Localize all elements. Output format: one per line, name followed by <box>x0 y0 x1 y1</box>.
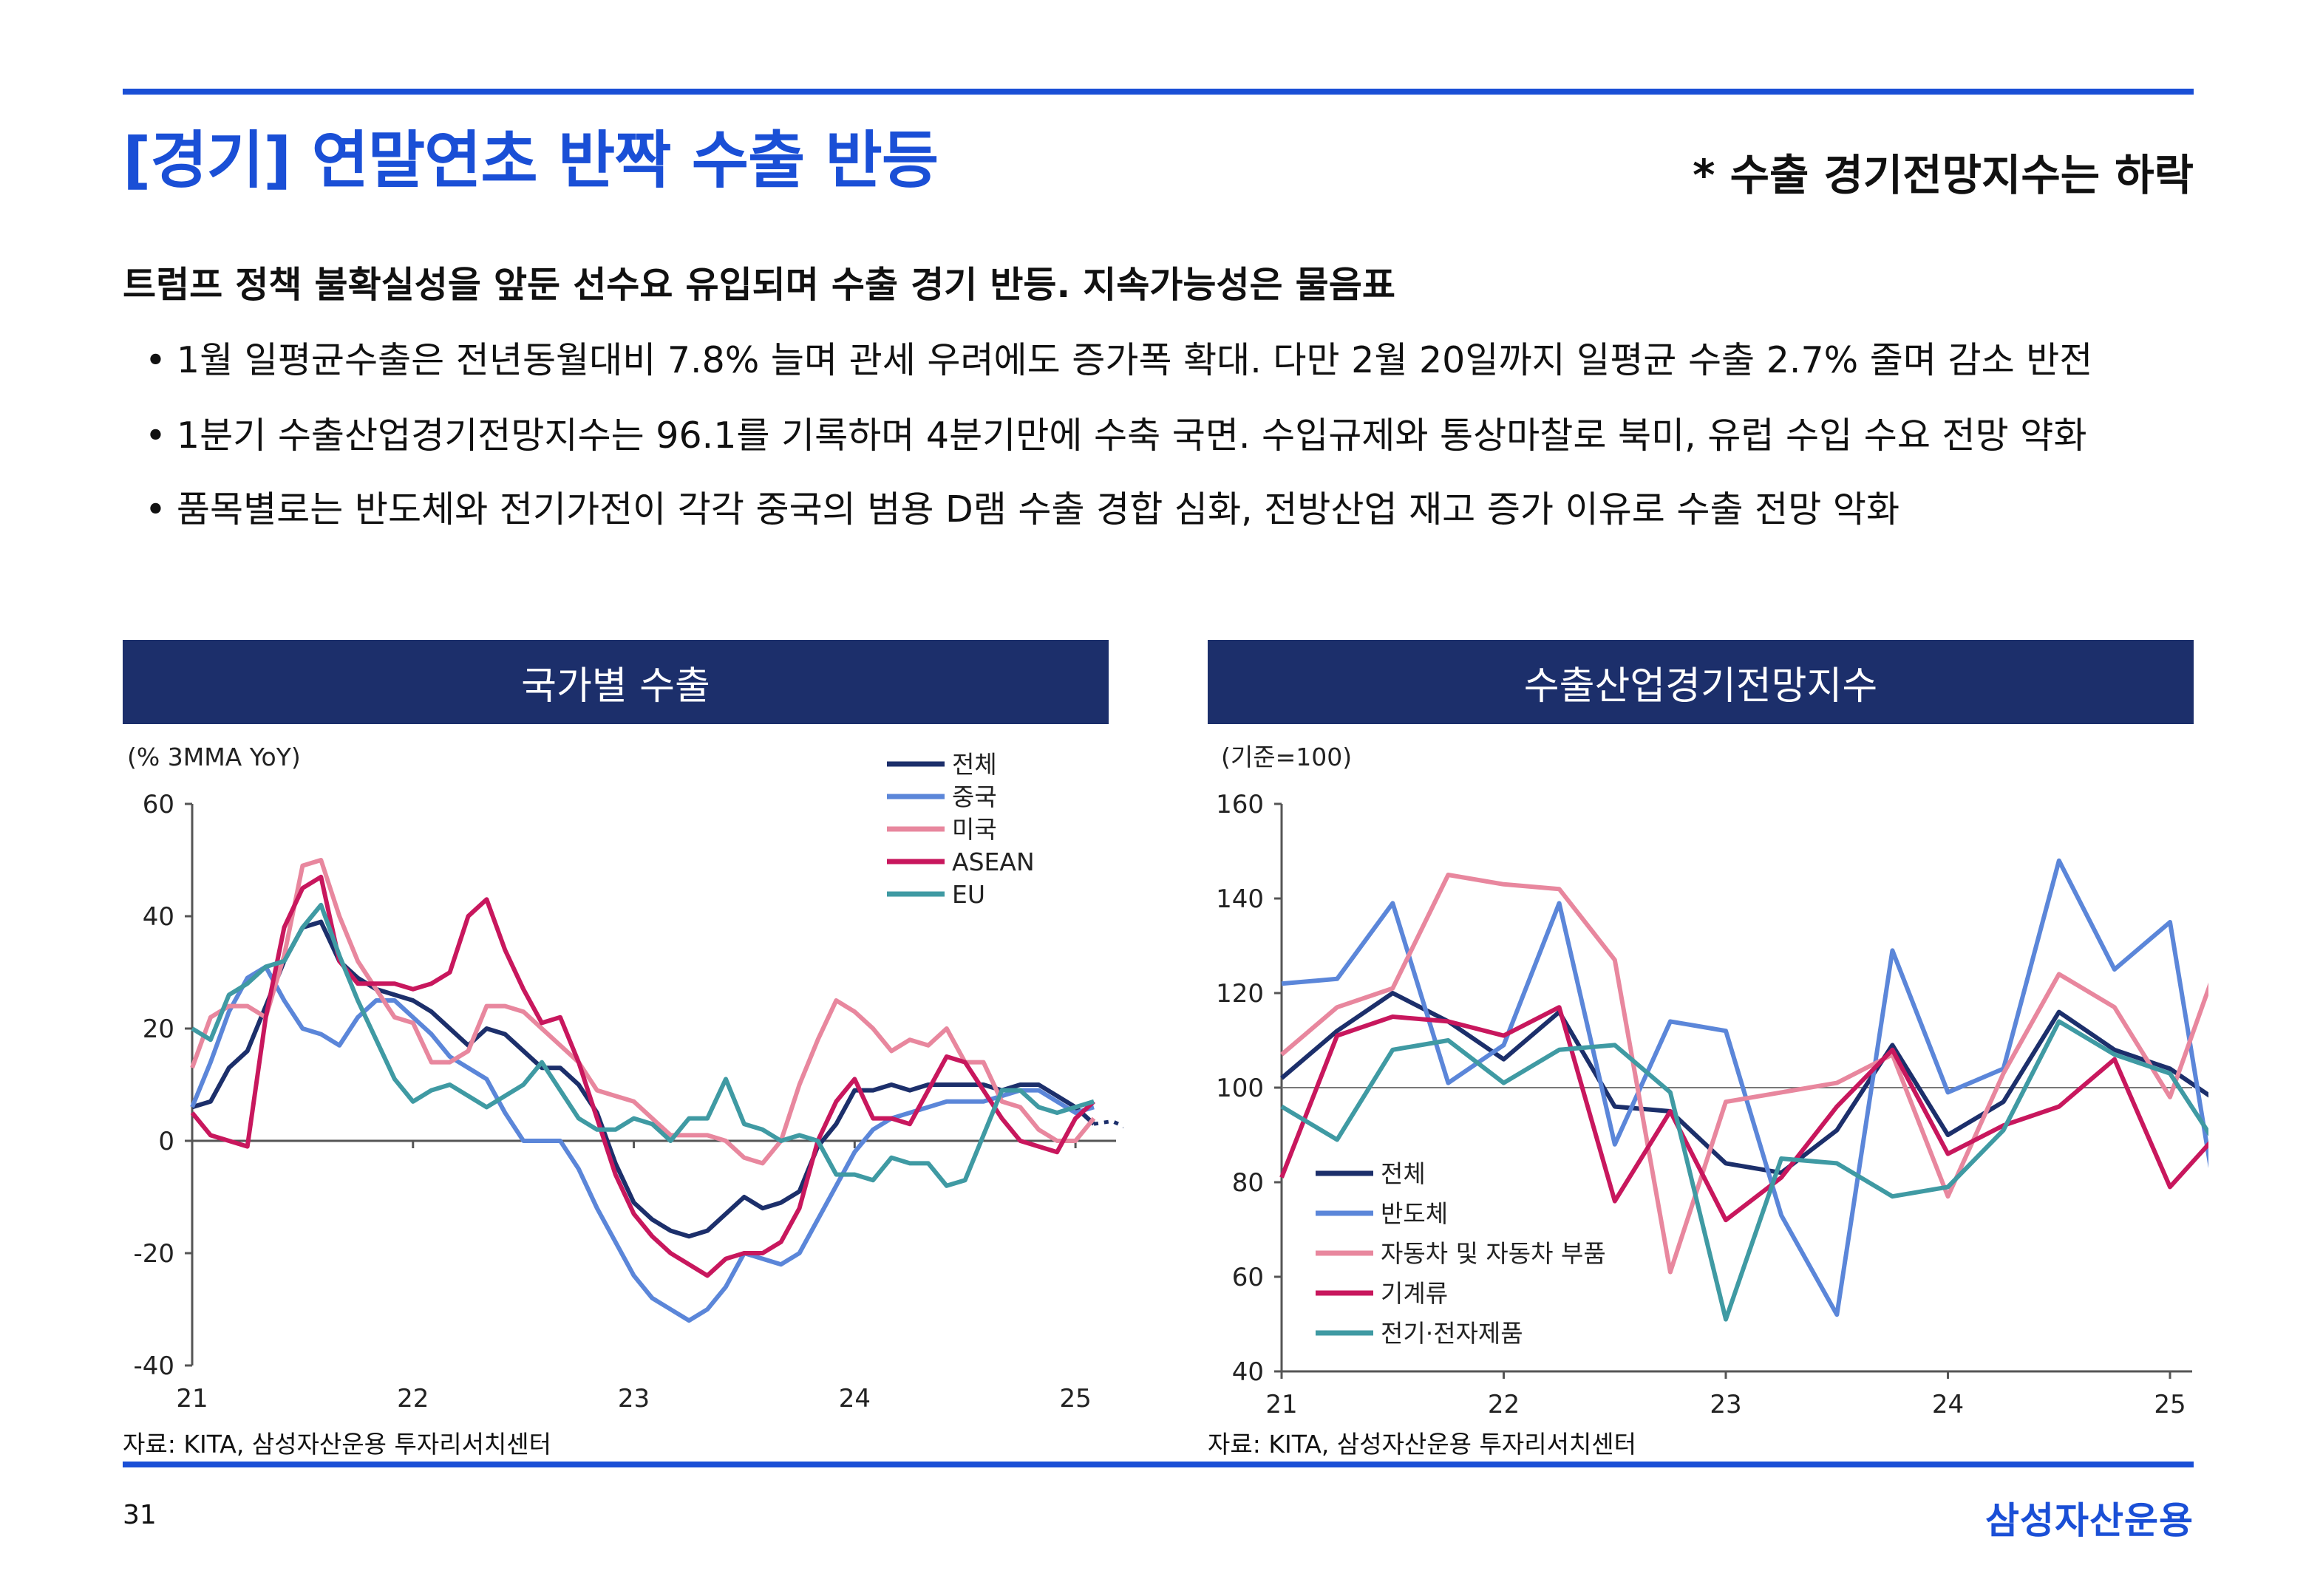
bullet-text: 품목별로는 반도체와 전기가전이 각각 중국의 범용 D램 수출 경합 심화, … <box>176 488 1900 531</box>
y-tick-label: 0 <box>158 1127 174 1156</box>
y-tick-label: 60 <box>143 790 174 819</box>
bullet-item: • 품목별로는 반도체와 전기가전이 각각 중국의 범용 D램 수출 경합 심화,… <box>145 480 1899 533</box>
legend-label: 반도체 <box>1381 1199 1448 1228</box>
y-tick-label: 20 <box>143 1014 174 1044</box>
unit-label: (기준=100) <box>1221 743 1352 771</box>
bottom-rule <box>123 1462 2194 1467</box>
series-line-전체 <box>191 919 1096 1239</box>
legend-label: 중국 <box>952 782 997 811</box>
legend-label: EU <box>952 880 985 909</box>
bullet-symbol: • <box>145 415 166 457</box>
bullet-symbol: • <box>145 488 166 531</box>
legend-label: ASEAN <box>952 848 1035 876</box>
y-tick-label: 40 <box>143 902 174 932</box>
y-tick-label: 160 <box>1216 790 1264 819</box>
x-tick-label: 22 <box>397 1384 429 1413</box>
bullet-symbol: • <box>145 339 166 381</box>
right-chart-source: 자료: KITA, 삼성자산운용 투자리서치센터 <box>1208 1430 1637 1459</box>
x-tick-label: 22 <box>1488 1390 1520 1419</box>
x-tick-label: 25 <box>2154 1390 2186 1419</box>
top-rule <box>123 89 2194 95</box>
series-line-미국 <box>190 858 1096 1166</box>
y-tick-label: 40 <box>1232 1357 1264 1387</box>
series-line-기계류 <box>1279 1005 2208 1223</box>
bullet-item: • 1분기 수출산업경기전망지수는 96.1를 기록하며 4분기만에 수축 국면.… <box>145 406 2086 459</box>
legend-label: 기계류 <box>1381 1279 1448 1308</box>
x-tick-label: 21 <box>1265 1390 1297 1419</box>
series-line-EU <box>191 902 1095 1188</box>
x-tick-label: 21 <box>176 1384 208 1413</box>
bullet-text: 1분기 수출산업경기전망지수는 96.1를 기록하며 4분기만에 수축 국면. … <box>176 415 2087 457</box>
y-tick-label: 100 <box>1216 1074 1264 1103</box>
title-note: * 수출 경기전망지수는 하락 <box>1693 150 2194 200</box>
left-chart-title: 국가별 수출 <box>123 640 1109 724</box>
bullet-item: • 1월 일평균수출은 전년동월대비 7.8% 늘며 관세 우려에도 증가폭 확대… <box>145 331 2092 383</box>
series-line-중국 <box>190 964 1095 1323</box>
right-chart-title: 수출산업경기전망지수 <box>1208 640 2194 724</box>
series-line-전기·전자제품 <box>1280 1019 2208 1322</box>
company-logo: 삼성자산운용 <box>1985 1499 2194 1542</box>
headline: 트럼프 정책 불확실성을 앞둔 선수요 유입되며 수출 경기 반등. 지속가능성… <box>123 264 1395 306</box>
left-chart-source: 자료: KITA, 삼성자산운용 투자리서치센터 <box>123 1430 552 1459</box>
legend-label: 전체 <box>1381 1159 1426 1188</box>
y-tick-label: 60 <box>1232 1263 1264 1292</box>
page-title: [경기] 연말연초 반짝 수출 반등 <box>123 124 939 197</box>
y-tick-label: -40 <box>133 1351 174 1381</box>
unit-label: (% 3MMA YoY) <box>127 743 301 771</box>
legend-label: 전기·전자제품 <box>1381 1319 1523 1348</box>
y-tick-label: 140 <box>1216 884 1264 914</box>
x-tick-label: 25 <box>1059 1384 1091 1413</box>
series-line-자동차 및 자동차 부품 <box>1280 873 2208 1275</box>
series-projection-전체 <box>1093 1119 1123 1129</box>
x-tick-label: 23 <box>1710 1390 1741 1419</box>
x-tick-label: 23 <box>618 1384 650 1413</box>
x-tick-label: 24 <box>1932 1390 1964 1419</box>
legend-label: 전체 <box>952 750 997 779</box>
legend-label: 자동차 및 자동차 부품 <box>1381 1239 1606 1268</box>
page-number: 31 <box>123 1500 157 1530</box>
legend-label: 미국 <box>952 815 997 844</box>
y-tick-label: 80 <box>1232 1168 1264 1198</box>
bullet-text: 1월 일평균수출은 전년동월대비 7.8% 늘며 관세 우려에도 증가폭 확대.… <box>176 339 2093 381</box>
series-line-반도체 <box>1281 858 2208 1317</box>
y-tick-label: -20 <box>133 1239 174 1269</box>
x-tick-label: 24 <box>839 1384 871 1413</box>
series-line-전체 <box>1280 991 2208 1176</box>
y-tick-label: 120 <box>1216 979 1264 1009</box>
